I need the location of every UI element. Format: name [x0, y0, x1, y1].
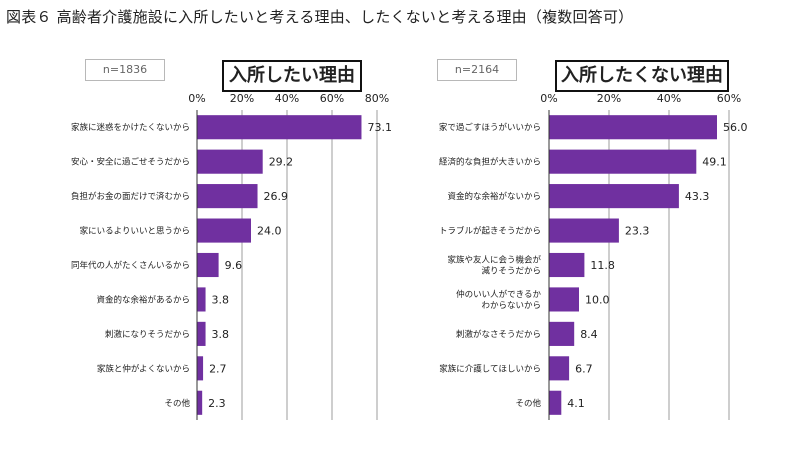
- left-category-label: 家族に迷惑をかけたくないから: [71, 122, 190, 133]
- right-value-label: 8.4: [580, 328, 598, 341]
- right-tick-label: 0%: [540, 92, 557, 105]
- left-category-label: 負担がお金の面だけで済むから: [71, 191, 190, 202]
- left-bar: [197, 287, 206, 312]
- left-category-label: 資金的な余裕があるから: [96, 294, 190, 305]
- figure-title: 図表６ 高齢者介護施設に入所したいと考える理由、したくないと考える理由（複数回答…: [6, 8, 634, 26]
- left-bar: [197, 321, 206, 346]
- right-category-label: 減りそうだから: [481, 266, 541, 277]
- left-value-label: 9.6: [225, 259, 243, 272]
- right-bar: [549, 252, 585, 278]
- right-tick-label: 40%: [657, 92, 681, 105]
- right-category-label: 刺激がなさそうだから: [456, 329, 541, 340]
- right-category-label: 家で過ごすほうがいいから: [439, 122, 541, 133]
- right-category-label: 家族や友人に会う機会が: [447, 255, 541, 266]
- right-sample-size: n=2164: [437, 59, 517, 81]
- left-category-label: 家にいるよりいいと思うから: [80, 226, 190, 237]
- right-bar: [549, 218, 619, 243]
- right-category-label: 経済的な負担が大きいから: [439, 157, 541, 168]
- right-bar: [549, 184, 679, 209]
- left-chart-title: 入所したい理由: [222, 60, 362, 92]
- right-chart-title: 入所したくない理由: [555, 60, 729, 92]
- right-bar: [549, 321, 575, 346]
- right-category-label: わからないから: [481, 301, 541, 311]
- left-bar: [197, 218, 251, 243]
- left-tick-label: 40%: [275, 92, 299, 105]
- right-value-label: 4.1: [567, 397, 585, 410]
- left-bar: [197, 356, 204, 381]
- left-category-label: 家族と仲がよくないから: [97, 363, 190, 374]
- right-category-label: 家族に介護してほしいから: [439, 363, 541, 374]
- right-bar: [549, 149, 697, 174]
- right-bar: [549, 287, 579, 312]
- right-category-label: その他: [515, 398, 541, 409]
- left-value-label: 29.2: [269, 156, 294, 169]
- left-category-label: その他: [164, 398, 190, 409]
- left-bar: [197, 184, 258, 209]
- right-value-label: 23.3: [625, 225, 650, 238]
- left-bar: [197, 115, 362, 140]
- right-value-label: 43.3: [685, 190, 710, 203]
- right-bar: [549, 115, 717, 140]
- left-tick-label: 20%: [230, 92, 254, 105]
- left-tick-label: 0%: [188, 92, 205, 105]
- left-category-label: 同年代の人がたくさんいるから: [71, 260, 190, 271]
- left-value-label: 3.8: [212, 293, 230, 306]
- left-bar: [197, 390, 203, 415]
- right-value-label: 6.7: [575, 362, 593, 375]
- left-value-label: 26.9: [264, 190, 289, 203]
- right-tick-label: 60%: [717, 92, 741, 105]
- left-value-label: 2.7: [209, 362, 227, 375]
- left-category-label: 安心・安全に過ごせそうだから: [71, 157, 190, 168]
- right-value-label: 56.0: [723, 121, 748, 134]
- right-value-label: 49.1: [702, 156, 727, 169]
- left-category-label: 刺激になりそうだから: [105, 329, 190, 340]
- left-bar: [197, 252, 219, 278]
- left-value-label: 3.8: [212, 328, 230, 341]
- left-value-label: 24.0: [257, 225, 282, 238]
- right-category-label: トラブルが起きそうだから: [439, 226, 541, 237]
- left-sample-size: n=1836: [85, 59, 165, 81]
- left-value-label: 73.1: [367, 121, 392, 134]
- right-tick-label: 20%: [597, 92, 621, 105]
- right-bar: [549, 390, 562, 415]
- right-category-label: 仲のいい人ができるか: [456, 289, 541, 300]
- right-value-label: 10.0: [585, 293, 610, 306]
- left-tick-label: 60%: [320, 92, 344, 105]
- right-value-label: 11.8: [590, 259, 615, 272]
- left-tick-label: 80%: [365, 92, 389, 105]
- right-category-label: 資金的な余裕がないから: [447, 191, 541, 202]
- left-bar: [197, 149, 263, 174]
- left-value-label: 2.3: [208, 397, 226, 410]
- right-bar: [549, 356, 570, 381]
